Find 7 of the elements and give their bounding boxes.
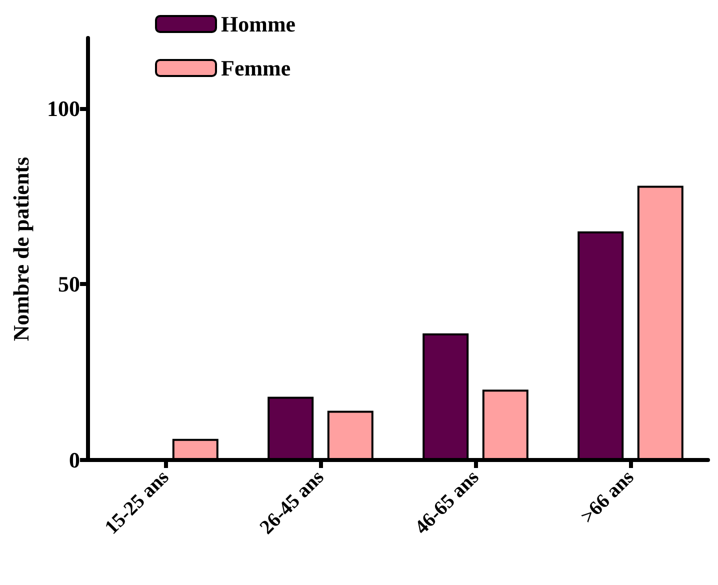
y-axis-title: Nombre de patients [8,156,34,342]
x-tick-label: >66 ans [576,466,638,528]
legend-label: Homme [221,12,296,36]
y-tick-label: 50 [58,272,80,297]
y-tick-label: 100 [47,96,80,121]
y-tick-label: 0 [69,448,80,472]
legend-label: Femme [221,56,291,80]
